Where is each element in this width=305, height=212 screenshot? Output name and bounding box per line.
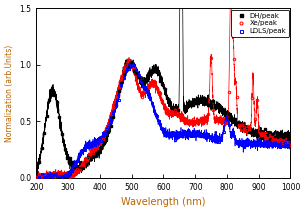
- DH/peak: [289, 139, 292, 141]
- Line: DH/peak: DH/peak: [35, 0, 292, 173]
- DH/peak: [271, 133, 274, 136]
- LDLS/peak: [83, 149, 87, 152]
- LDLS/peak: [168, 134, 172, 136]
- Xe/peak: [96, 142, 100, 145]
- DH/peak: [94, 155, 97, 158]
- Xe/peak: [230, 3, 233, 6]
- LDLS/peak: [94, 139, 97, 141]
- Xe/peak: [289, 143, 292, 146]
- Y-axis label: Normalization (arb.Units): Normalization (arb.Units): [5, 45, 14, 142]
- DH/peak: [278, 135, 282, 138]
- DH/peak: [34, 171, 38, 173]
- Xe/peak: [188, 121, 192, 124]
- Xe/peak: [281, 142, 285, 144]
- DH/peak: [188, 103, 192, 106]
- Line: Xe/peak: Xe/peak: [35, 3, 292, 180]
- DH/peak: [165, 97, 169, 100]
- LDLS/peak: [271, 143, 274, 145]
- Xe/peak: [273, 138, 277, 141]
- LDLS/peak: [289, 143, 292, 145]
- LDLS/peak: [188, 133, 192, 136]
- Line: LDLS/peak: LDLS/peak: [35, 64, 292, 183]
- DH/peak: [83, 161, 87, 164]
- Xe/peak: [86, 156, 90, 159]
- X-axis label: Wavelength (nm): Wavelength (nm): [121, 197, 206, 207]
- LDLS/peak: [34, 181, 38, 183]
- Xe/peak: [168, 113, 172, 115]
- Xe/peak: [34, 176, 38, 178]
- LDLS/peak: [132, 64, 136, 66]
- LDLS/peak: [278, 145, 282, 148]
- Legend: DH/peak, Xe/peak, LDLS/peak: DH/peak, Xe/peak, LDLS/peak: [231, 10, 289, 37]
- Xe/peak: [68, 178, 72, 180]
